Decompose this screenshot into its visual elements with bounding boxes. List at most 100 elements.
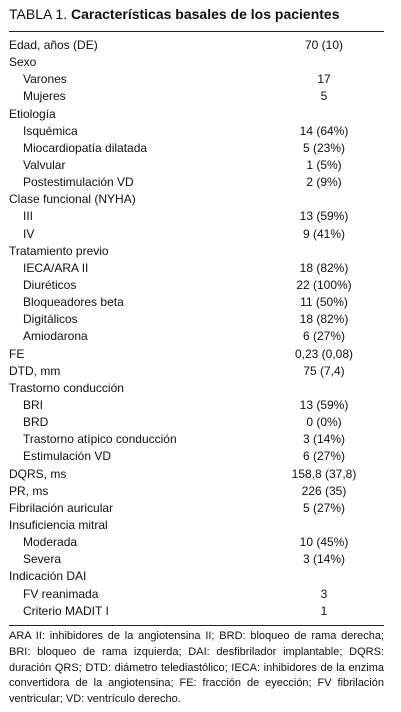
sub-row: Criterio MADIT I 1 <box>9 603 384 620</box>
row-value: 5 <box>320 89 328 104</box>
row-label: BRI <box>23 397 44 412</box>
row-value: 18 (82%) <box>299 312 349 327</box>
sub-row: Miocardiopatía dilatada 5 (23%) <box>9 140 384 157</box>
row-value: 2 (9%) <box>306 175 342 190</box>
row-value: 1 (5%) <box>306 157 342 172</box>
row-label: Digitálicos <box>23 312 78 327</box>
table-row: Clase funcional (NYHA) <box>9 191 384 208</box>
row-label: Valvular <box>23 157 66 172</box>
table-row: PR, ms 226 (35) <box>9 483 384 500</box>
sub-row: Mujeres 5 <box>9 88 384 105</box>
row-value: 1 <box>320 603 328 618</box>
row-value: 22 (100%) <box>296 277 352 292</box>
row-label: Mujeres <box>23 89 66 104</box>
table-row: DTD, mm 75 (7,4) <box>9 363 384 380</box>
row-label: Sexo <box>9 55 37 70</box>
sub-row: Amiodarona 6 (27%) <box>9 328 384 345</box>
row-value: 13 (59%) <box>299 397 349 412</box>
row-value: 5 (23%) <box>302 140 346 155</box>
row-label: DTD, mm <box>9 363 61 378</box>
table-row: Trastorno conducción <box>9 380 384 397</box>
sub-row: Trastorno atípico conducción 3 (14%) <box>9 431 384 448</box>
bottom-rule <box>9 625 384 626</box>
sub-row: Isquémica 14 (64%) <box>9 123 384 140</box>
row-value: 11 (50%) <box>300 295 348 310</box>
sub-row: IECA/ARA II 18 (82%) <box>9 260 384 277</box>
sub-row: IV 9 (41%) <box>9 226 384 243</box>
row-label: Trastorno atípico conducción <box>23 432 177 447</box>
sub-row: Severa 3 (14%) <box>9 551 384 568</box>
row-value: 6 (27%) <box>302 329 346 344</box>
row-label: Criterio MADIT I <box>23 603 109 618</box>
row-value: 3 <box>320 586 328 601</box>
row-label: IV <box>23 226 35 241</box>
table-body: Edad, años (DE) 70 (10) Sexo Varones 17 Mujer… <box>9 37 384 620</box>
table-row: Indicación DAI <box>9 568 384 585</box>
row-value: 10 (45%) <box>299 535 349 550</box>
table-row: Edad, años (DE) 70 (10) <box>9 37 384 54</box>
row-value: 9 (41%) <box>302 226 346 241</box>
row-label: Amiodarona <box>23 329 88 344</box>
row-label: Estimulación VD <box>23 449 112 464</box>
row-label: Isquémica <box>23 123 78 138</box>
row-value: 3 (14%) <box>302 432 346 447</box>
row-value: 5 (27%) <box>302 500 346 515</box>
sub-row: Moderada 10 (45%) <box>9 534 384 551</box>
row-label: Fibrilación auricular <box>9 500 114 515</box>
sub-row: Diuréticos 22 (100%) <box>9 277 384 294</box>
row-label: Trastorno conducción <box>9 380 124 395</box>
row-label: Etiología <box>9 106 56 121</box>
row-label: Postestimulación VD <box>23 175 134 190</box>
sub-row: Digitálicos 18 (82%) <box>9 311 384 328</box>
row-label: PR, ms <box>9 483 49 498</box>
row-value: 13 (59%) <box>299 209 349 224</box>
row-value: 226 (35) <box>301 483 347 498</box>
row-label: Varones <box>23 72 67 87</box>
row-label: Miocardiopatía dilatada <box>23 140 148 155</box>
table-row: Insuficiencia mitral <box>9 517 384 534</box>
table-row: Fibrilación auricular 5 (27%) <box>9 500 384 517</box>
table-row: FE 0,23 (0,08) <box>9 346 384 363</box>
row-value: 0,23 (0,08) <box>294 346 354 361</box>
sub-row: FV reanimada 3 <box>9 586 384 603</box>
table-label: TABLA 1. <box>9 6 68 22</box>
table-row: DQRS, ms 158,8 (37,8) <box>9 466 384 483</box>
row-label: Indicación DAI <box>9 569 87 584</box>
sub-row: BRI 13 (59%) <box>9 397 384 414</box>
sub-row: Bloqueadores beta 11 (50%) <box>9 294 384 311</box>
row-value: 6 (27%) <box>302 449 346 464</box>
row-value: 17 <box>317 72 331 87</box>
row-label: DQRS, ms <box>9 466 67 481</box>
row-label: FE <box>9 346 25 361</box>
footnote: ARA II: inhibidores de la angiotensina I… <box>9 630 384 706</box>
sub-row: Varones 17 <box>9 71 384 88</box>
row-value: 18 (82%) <box>299 260 349 275</box>
sub-row: III 13 (59%) <box>9 208 384 225</box>
row-value: 75 (7,4) <box>303 363 345 378</box>
row-label: Diuréticos <box>23 277 77 292</box>
row-label: Clase funcional (NYHA) <box>9 192 136 207</box>
row-value: 14 (64%) <box>299 123 349 138</box>
row-value: 0 (0%) <box>306 415 342 430</box>
row-label: Bloqueadores beta <box>23 295 124 310</box>
row-label: BRD <box>23 415 49 430</box>
row-label: Insuficiencia mitral <box>9 517 108 532</box>
row-label: III <box>23 209 34 224</box>
table-row: Tratamiento previo <box>9 243 384 260</box>
row-value: 70 (10) <box>304 38 344 52</box>
row-label: Tratamiento previo <box>9 243 109 258</box>
sub-row: Estimulación VD 6 (27%) <box>9 448 384 465</box>
sub-row: Postestimulación VD 2 (9%) <box>9 174 384 191</box>
row-value: 158,8 (37,8) <box>291 466 357 481</box>
row-label: IECA/ARA II <box>23 260 89 275</box>
top-rule <box>9 31 384 32</box>
table-title: TABLA 1. Características basales de los … <box>9 6 339 22</box>
row-value: 3 (14%) <box>302 552 346 567</box>
row-label: FV reanimada <box>23 586 99 601</box>
row-label: Edad, años (DE) <box>9 38 98 52</box>
table-row: Sexo <box>9 54 384 71</box>
sub-row: Valvular 1 (5%) <box>9 157 384 174</box>
row-label: Severa <box>23 552 62 567</box>
table-caption: Características basales de los pacientes <box>71 6 340 22</box>
